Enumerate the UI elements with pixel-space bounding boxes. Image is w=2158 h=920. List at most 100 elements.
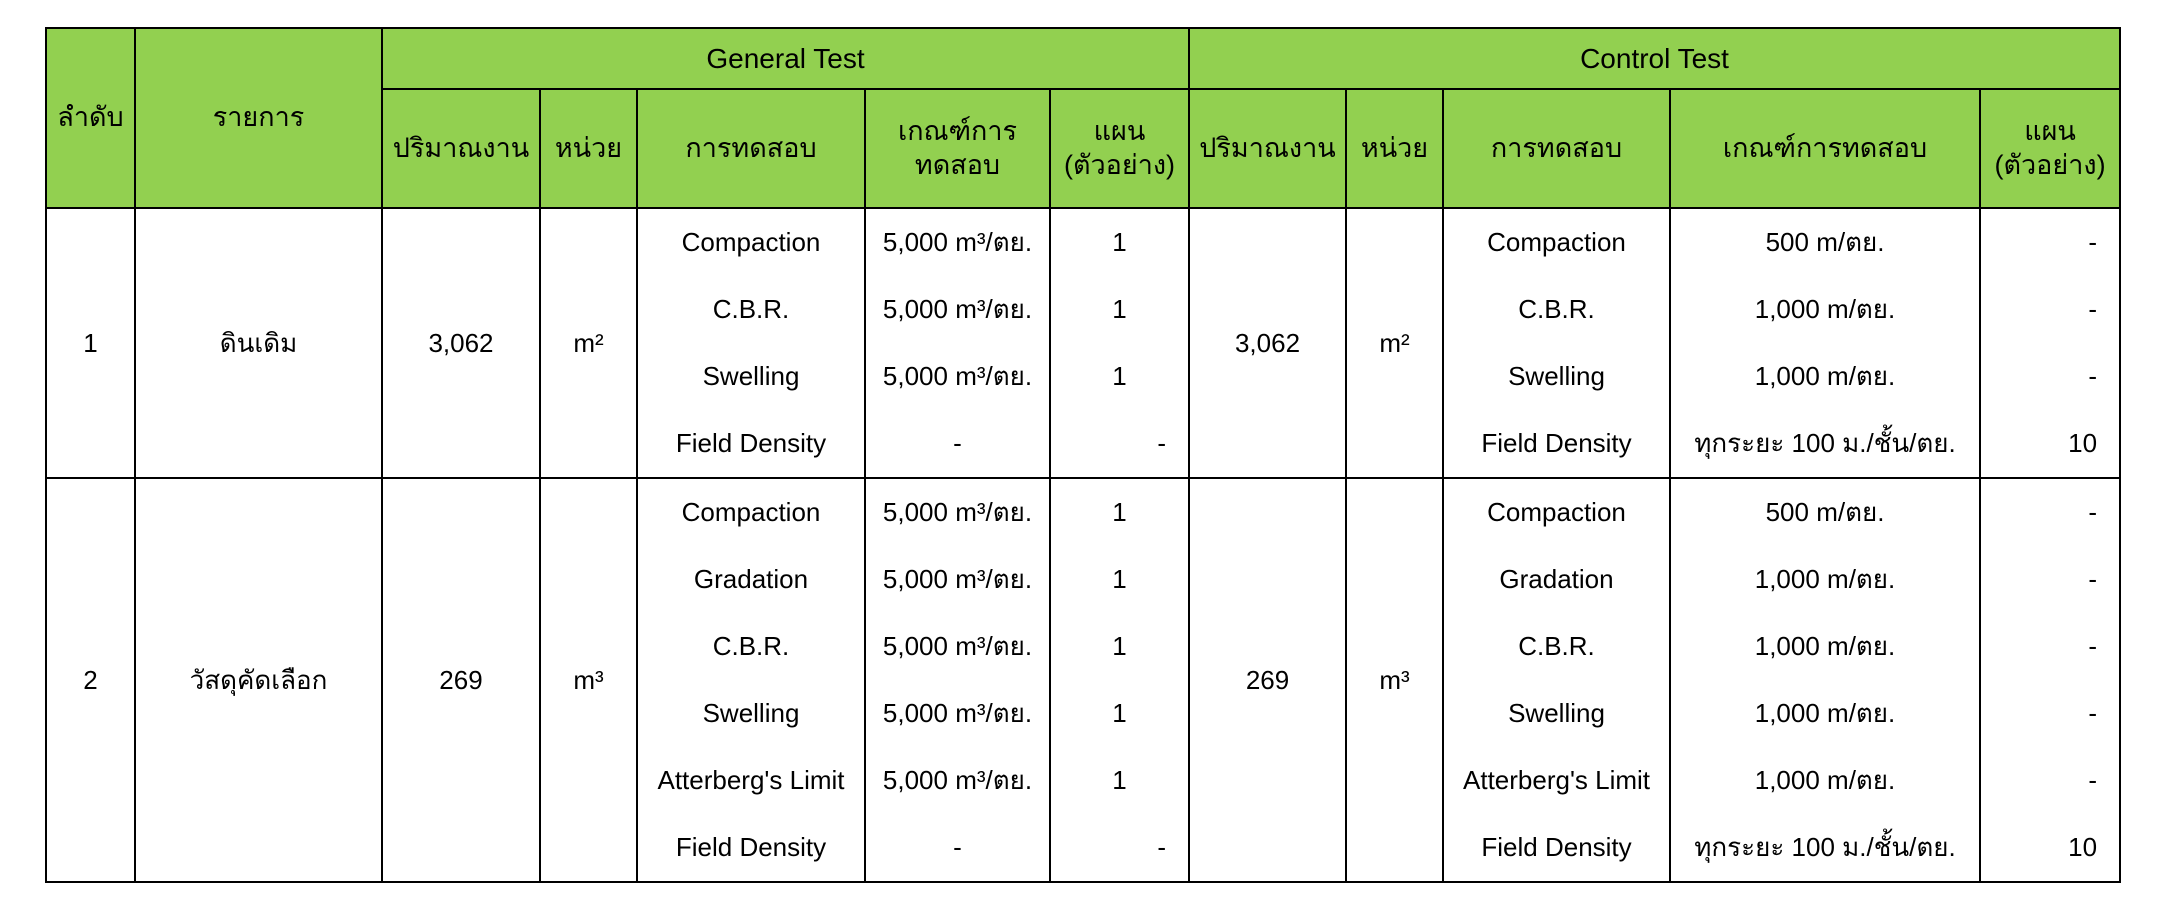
header-general-test: General Test [380,27,1191,90]
header-control-plan: แผน (ตัวอย่าง) [1979,88,2122,209]
general-plan-line: 1 [1112,765,1127,795]
cell-control-criteria: 500 m/ตย. 1,000 m/ตย. 1,000 m/ตย. 1,000 m/ต… [1669,477,1982,883]
general-test-line: Compaction [681,497,821,527]
general-criteria-line: - [953,832,962,862]
general-plan-line: 1 [1112,564,1127,594]
cell-general-criteria: 5,000 m³/ตย. 5,000 m³/ตย. 5,000 m³/ตย. 5,00… [864,477,1051,883]
cell-control-criteria: 500 m/ตย. 1,000 m/ตย. 1,000 m/ตย. ทุกระยะ 1… [1669,207,1982,479]
header-control-test-name: การทดสอบ [1442,88,1672,209]
cell-control-quantity: 269 [1188,477,1348,883]
general-criteria-line: 5,000 m³/ตย. [882,294,1033,324]
control-criteria-line: 1,000 m/ตย. [1754,361,1896,391]
control-criteria-line: 500 m/ตย. [1765,497,1885,527]
cell-general-plan: 1 1 1 1 1 - [1048,477,1191,883]
control-criteria-line: 1,000 m/ตย. [1754,564,1896,594]
cell-general-quantity: 269 [381,477,541,883]
control-test-line: Compaction [1487,227,1626,257]
cell-control-tests: Compaction Gradation C.B.R. Swelling Atterbe… [1442,477,1672,883]
control-criteria-line: ทุกระยะ 100 ม./ชั้น/ตย. [1694,832,1956,862]
general-test-line: C.B.R. [712,631,790,661]
general-plan-line: - [1157,832,1167,862]
control-criteria-line: 1,000 m/ตย. [1754,294,1896,324]
general-plan-line: 1 [1112,698,1127,728]
general-test-line: Compaction [681,227,821,257]
cell-general-plan: 1 1 1 - [1048,207,1191,479]
cell-control-unit: m² [1345,207,1445,479]
header-general-plan: แผน (ตัวอย่าง) [1048,88,1191,209]
header-control-unit: หน่วย [1345,88,1445,209]
cell-general-tests: Compaction C.B.R. Swelling Field Density [636,207,866,479]
control-plan-line: 10 [2068,832,2098,862]
header-general-quantity: ปริมาณงาน [381,88,541,209]
general-plan-line: - [1157,428,1167,458]
control-criteria-line: 1,000 m/ตย. [1754,765,1896,795]
header-control-quantity: ปริมาณงาน [1188,88,1348,209]
cell-general-unit: m³ [539,477,638,883]
header-general-test-name: การทดสอบ [636,88,866,209]
control-test-line: Compaction [1487,497,1626,527]
general-plan-line: 1 [1112,294,1127,324]
general-criteria-line: 5,000 m³/ตย. [882,765,1033,795]
control-criteria-line: ทุกระยะ 100 ม./ชั้น/ตย. [1694,428,1956,458]
control-test-line: Field Density [1481,832,1632,862]
general-plan-line: 1 [1112,227,1127,257]
cell-no: 1 [45,207,136,479]
general-criteria-line: 5,000 m³/ตย. [882,497,1033,527]
cell-control-plan: - - - 10 [1979,207,2122,479]
general-criteria-line: 5,000 m³/ตย. [882,698,1033,728]
cell-control-quantity: 3,062 [1188,207,1348,479]
header-item: รายการ [134,27,383,209]
control-plan-line: - [2088,294,2098,324]
general-test-line: Field Density [675,832,827,862]
test-plan-table: ลำดับ รายการ General Test Control Test ป… [45,27,2122,883]
general-test-line: Swelling [702,698,800,728]
control-test-line: C.B.R. [1518,294,1595,324]
general-criteria-line: 5,000 m³/ตย. [882,227,1033,257]
general-plan-line: 1 [1112,631,1127,661]
control-plan-line: - [2088,361,2098,391]
cell-general-quantity: 3,062 [381,207,541,479]
header-general-unit: หน่วย [539,88,638,209]
control-test-line: Gradation [1499,564,1614,594]
control-plan-line: - [2088,497,2098,527]
general-criteria-line: 5,000 m³/ตย. [882,631,1033,661]
general-test-line: C.B.R. [712,294,790,324]
header-order: ลำดับ [45,27,136,209]
header-general-criteria: เกณฑ์การ ทดสอบ [864,88,1051,209]
table-row-item-2: 2 วัสดุคัดเลือก 269 m³ Compaction Gradati… [45,477,2122,883]
general-test-line: Atterberg's Limit [657,765,845,795]
control-criteria-line: 1,000 m/ตย. [1754,631,1896,661]
control-plan-line: - [2088,564,2098,594]
control-criteria-line: 1,000 m/ตย. [1754,698,1896,728]
control-plan-line: - [2088,765,2098,795]
cell-general-tests: Compaction Gradation C.B.R. Swelling Atterbe… [636,477,866,883]
general-plan-line: 1 [1112,497,1127,527]
header-control-test: Control Test [1188,27,2122,90]
general-test-line: Swelling [702,361,800,391]
control-test-line: C.B.R. [1518,631,1595,661]
control-plan-line: - [2088,631,2098,661]
cell-general-criteria: 5,000 m³/ตย. 5,000 m³/ตย. 5,000 m³/ตย. - [864,207,1051,479]
control-test-line: Swelling [1508,361,1605,391]
general-criteria-line: - [953,428,962,458]
cell-general-unit: m² [539,207,638,479]
general-criteria-line: 5,000 m³/ตย. [882,361,1033,391]
cell-control-tests: Compaction C.B.R. Swelling Field Density [1442,207,1672,479]
control-test-line: Atterberg's Limit [1463,765,1651,795]
cell-item-name: ดินเดิม [134,207,383,479]
cell-no: 2 [45,477,136,883]
control-criteria-line: 500 m/ตย. [1765,227,1885,257]
cell-item-name: วัสดุคัดเลือก [134,477,383,883]
control-test-line: Field Density [1481,428,1632,458]
control-test-line: Swelling [1508,698,1605,728]
general-test-line: Gradation [693,564,809,594]
cell-control-plan: - - - - - 10 [1979,477,2122,883]
general-test-line: Field Density [675,428,827,458]
table-row-item-1: 1 ดินเดิม 3,062 m² Compaction C.B.R. Swell… [45,207,2122,479]
general-plan-line: 1 [1112,361,1127,391]
general-criteria-line: 5,000 m³/ตย. [882,564,1033,594]
control-plan-line: - [2088,227,2098,257]
cell-control-unit: m³ [1345,477,1445,883]
header-control-criteria: เกณฑ์การทดสอบ [1669,88,1982,209]
